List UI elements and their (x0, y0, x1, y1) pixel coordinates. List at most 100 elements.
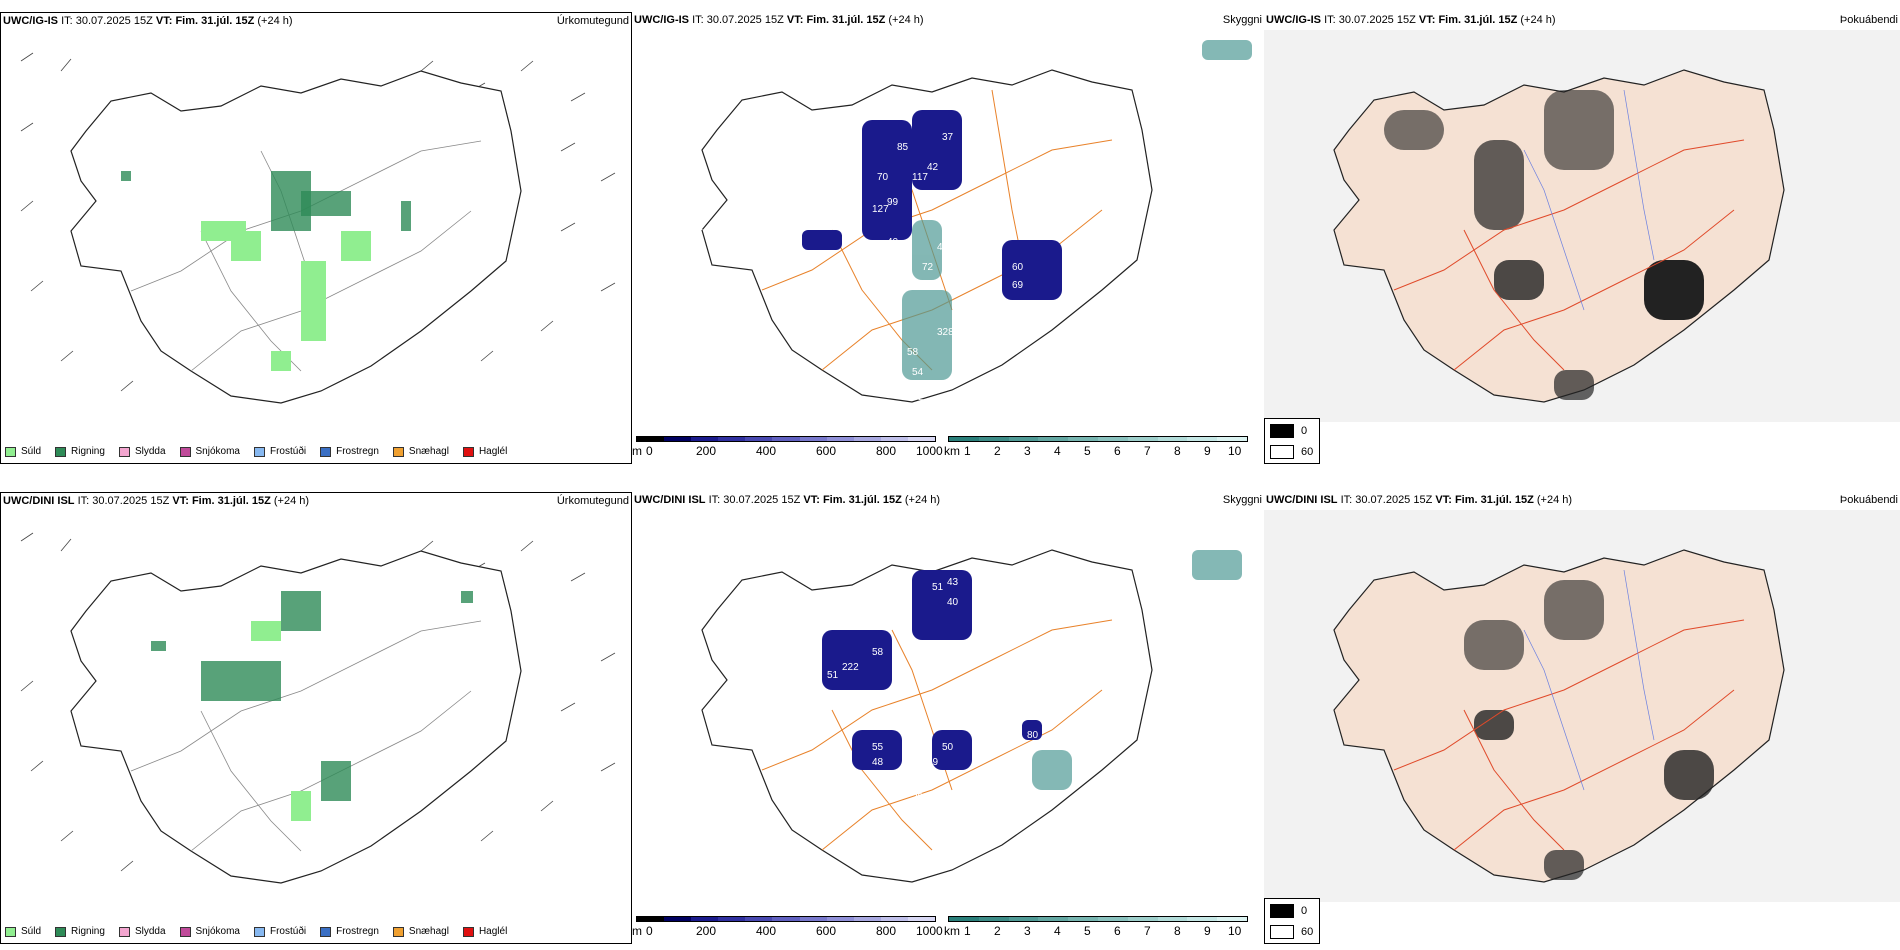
visibility-tick: 9 (1204, 924, 1211, 938)
ceiling-label: 51 (932, 582, 944, 593)
legend-item-sild: Súld (5, 926, 41, 937)
ceiling-label: 58 (872, 647, 884, 658)
fog-map (1264, 30, 1900, 422)
ceiling-tick: 200 (696, 444, 717, 458)
visibility-tick: 4 (1054, 444, 1061, 458)
visibility-tick: 7 (1144, 444, 1151, 458)
ceiling-tick: 600 (816, 924, 837, 938)
it-value: 30.07.2025 15Z (92, 495, 170, 507)
ceiling-tick: 200 (696, 924, 717, 938)
ceiling-label: 90 (882, 592, 894, 603)
vt-label: VT: (172, 495, 189, 507)
legend-item-haglel: Haglél (462, 446, 507, 457)
visibility-tick: 10 (1228, 444, 1242, 458)
panel-title: Þokuábendi (1839, 14, 1898, 26)
precip-panel-bottom: UWC/DINI ISL IT: 30.07.2025 15Z VT: Fim.… (0, 492, 632, 944)
ceiling-label: 49 (927, 757, 939, 768)
legend-item-frostudi: Frostúði (253, 446, 306, 457)
low-ceiling-areas (822, 570, 1042, 770)
ceiling-tick: 800 (876, 444, 897, 458)
ceiling-label: 44 (937, 242, 949, 253)
legend-item-frostregn: Frostregn (320, 926, 379, 937)
ceiling-tick: 1000 (916, 924, 943, 938)
lead-time: (+24 h) (888, 14, 924, 26)
rivers (1523, 569, 1655, 791)
panel-header: UWC/IG-IS IT: 30.07.2025 15Z VT: Fim. 31… (1, 13, 631, 31)
visibility-tick: 2 (994, 444, 1001, 458)
vt-label: VT: (1418, 14, 1436, 26)
visibility-colorbar: km 1 2 3 4 5 6 7 8 9 10 (944, 916, 1254, 944)
panel-header: UWC/DINI ISL IT: 30.07.2025 15Z VT: Fim.… (1, 493, 631, 511)
visibility-tick: 2 (994, 924, 1001, 938)
ceiling-label: 85 (897, 142, 909, 153)
ceiling-label: 72 (902, 632, 914, 643)
legend-item-frostudi: Frostúði (253, 926, 306, 937)
visibility-map: 75 42 37 85 70 42 117 99 127 40 44 72 60… (692, 40, 1252, 403)
visibility-tick: 3 (1024, 924, 1031, 938)
visibility-tick: 5 (1084, 924, 1091, 938)
iceland-outline (70, 550, 522, 884)
legend-item-haglel: Haglél (462, 926, 507, 937)
fog-panel-top: UWC/IG-IS IT: 30.07.2025 15Z VT: Fim. 31… (1264, 12, 1900, 464)
lead-time: (+24 h) (1536, 494, 1573, 506)
panel-title: Úrkomutegund (556, 495, 629, 507)
vt-value: Fim. 31.júl. 15Z (1438, 14, 1518, 26)
ceiling-label: 70 (1022, 107, 1034, 118)
vt-label: VT: (155, 15, 173, 27)
precip-legend: Súld Rigning Slydda Snjókoma Frostúði Fr… (5, 926, 507, 937)
lead-time: (+24 h) (273, 495, 310, 507)
panel-header: UWC/IG-IS IT: 30.07.2025 15Z VT: Fim. 31… (632, 12, 1264, 30)
model-name: UWC/IG-IS (634, 14, 689, 26)
precip-areas (151, 591, 473, 821)
ceiling-label: 69 (1012, 280, 1024, 291)
precip-map (20, 532, 616, 884)
ceiling-label: 102 (907, 392, 924, 403)
legend-item-slydda: Slydda (118, 926, 166, 937)
vt-label: VT: (803, 494, 820, 506)
ceiling-label: 58 (907, 347, 919, 358)
ceiling-label: 29 (912, 792, 924, 803)
legend-item-sild: Súld (5, 446, 41, 457)
it-value: 30.07.2025 15Z (1338, 14, 1416, 26)
low-ceiling-areas (802, 110, 1062, 300)
vt-label: VT: (786, 14, 804, 26)
ceiling-value-labels: 75 42 37 85 70 42 117 99 127 40 44 72 60… (692, 107, 1034, 403)
panel-title: Skyggni (1222, 494, 1262, 506)
visibility-unit: km (944, 924, 960, 938)
ceiling-label: 40 (947, 597, 959, 608)
model-name: UWC/DINI ISL (634, 494, 706, 506)
ceiling-colorbar: m 0 200 400 600 800 1000 (632, 916, 943, 944)
visibility-tick: 9 (1204, 444, 1211, 458)
ceiling-label: 70 (877, 172, 889, 183)
fog-map (1264, 510, 1900, 902)
rivers (1523, 89, 1655, 311)
visibility-panel-top: UWC/IG-IS IT: 30.07.2025 15Z VT: Fim. 31… (632, 12, 1264, 464)
it-label: IT: (692, 14, 704, 26)
fog-index-areas (1384, 90, 1704, 400)
visibility-tick: 6 (1114, 444, 1121, 458)
visibility-unit: km (944, 444, 960, 458)
vt-value: Fim. 31.júl. 15Z (175, 15, 255, 27)
ceiling-label: 72 (922, 262, 934, 273)
lead-time: (+24 h) (257, 15, 293, 27)
fog-panel-bottom: UWC/DINI ISL IT: 30.07.2025 15Z VT: Fim.… (1264, 492, 1900, 944)
legend-item-snaehagl: Snæhagl (392, 446, 449, 457)
panel-header: UWC/DINI ISL IT: 30.07.2025 15Z VT: Fim.… (632, 492, 1264, 510)
it-value: 30.07.2025 15Z (1355, 494, 1433, 506)
ceiling-label: 39 (927, 382, 939, 393)
ceiling-label: 99 (887, 197, 899, 208)
ceiling-label: 37 (942, 132, 954, 143)
panel-header: UWC/DINI ISL IT: 30.07.2025 15Z VT: Fim.… (1264, 492, 1900, 510)
ceiling-tick: 600 (816, 444, 837, 458)
fog-key-low: 0 (1301, 905, 1308, 917)
panel-title: Úrkomutegund (556, 15, 629, 27)
fog-visibility-areas (1032, 550, 1242, 790)
vt-label: VT: (1435, 494, 1452, 506)
it-value: 30.07.2025 15Z (75, 15, 153, 27)
precip-map (20, 52, 616, 404)
ceiling-label: 60 (1012, 262, 1024, 273)
ceiling-label: 40 (887, 237, 899, 248)
ceiling-label: 75 (727, 132, 739, 143)
visibility-map: 51 43 90 40 60 72 58 222 51 55 50 49 48 … (701, 549, 1242, 883)
model-name: UWC/IG-IS (1266, 14, 1321, 26)
